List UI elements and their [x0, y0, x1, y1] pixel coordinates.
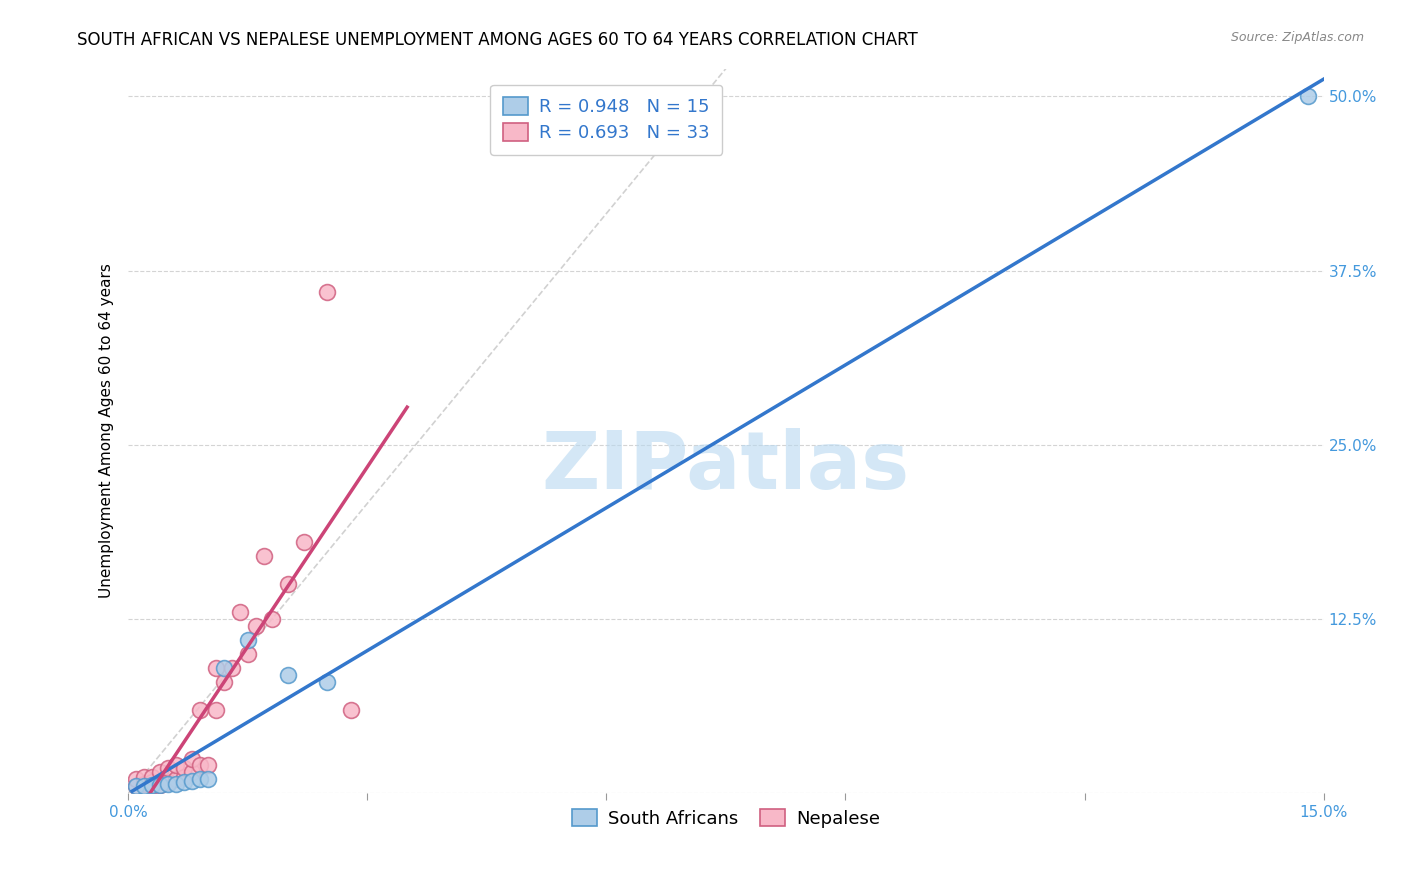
Point	[1296, 89, 1319, 103]
Point	[188, 772, 211, 787]
Point	[181, 765, 204, 780]
Point	[316, 285, 339, 299]
Point	[173, 770, 195, 784]
Point	[134, 770, 156, 784]
Point	[181, 751, 204, 765]
Point	[149, 765, 172, 780]
Point	[197, 772, 219, 787]
Point	[236, 647, 259, 661]
Point	[229, 605, 252, 619]
Point	[149, 778, 172, 792]
Point	[125, 780, 148, 794]
Point	[125, 772, 148, 787]
Point	[253, 549, 276, 564]
Point	[157, 761, 180, 775]
Point	[157, 776, 180, 790]
Point	[212, 674, 235, 689]
Point	[292, 535, 315, 549]
Point	[221, 661, 243, 675]
Point	[205, 703, 228, 717]
Point	[141, 770, 163, 784]
Point	[205, 661, 228, 675]
Point	[181, 773, 204, 788]
Point	[277, 577, 299, 591]
Point	[149, 778, 172, 792]
Y-axis label: Unemployment Among Ages 60 to 64 years: Unemployment Among Ages 60 to 64 years	[100, 263, 114, 599]
Point	[277, 668, 299, 682]
Point	[188, 703, 211, 717]
Text: Source: ZipAtlas.com: Source: ZipAtlas.com	[1230, 31, 1364, 45]
Point	[173, 775, 195, 789]
Point	[125, 780, 148, 794]
Point	[165, 758, 187, 772]
Point	[316, 674, 339, 689]
Point	[134, 776, 156, 790]
Legend: South Africans, Nepalese: South Africans, Nepalese	[565, 802, 887, 835]
Point	[236, 633, 259, 648]
Point	[165, 776, 187, 790]
Point	[260, 612, 283, 626]
Text: ZIPatlas: ZIPatlas	[541, 428, 910, 506]
Text: SOUTH AFRICAN VS NEPALESE UNEMPLOYMENT AMONG AGES 60 TO 64 YEARS CORRELATION CHA: SOUTH AFRICAN VS NEPALESE UNEMPLOYMENT A…	[77, 31, 918, 49]
Point	[188, 758, 211, 772]
Point	[141, 775, 163, 789]
Point	[141, 778, 163, 792]
Point	[340, 703, 363, 717]
Point	[165, 772, 187, 787]
Point	[212, 661, 235, 675]
Point	[134, 780, 156, 794]
Point	[197, 758, 219, 772]
Point	[245, 619, 267, 633]
Point	[173, 761, 195, 775]
Point	[141, 780, 163, 794]
Point	[157, 775, 180, 789]
